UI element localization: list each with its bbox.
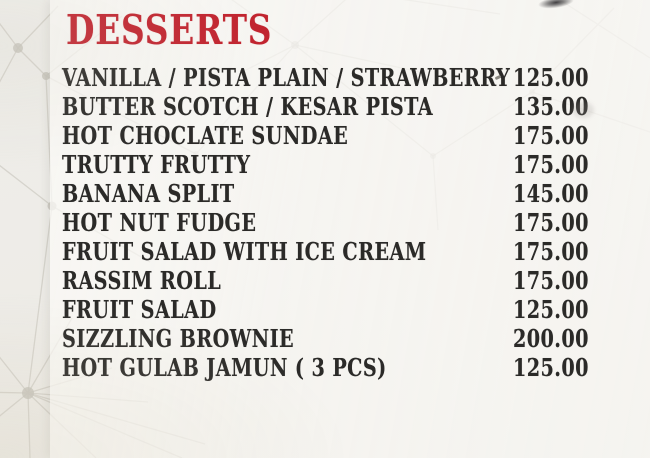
menu-item-price: 145.00 [513,179,589,208]
menu-item-row: FRUIT SALAD 125.00 [50,295,650,324]
menu-item-name: HOT GULAB JAMUN ( 3 PCS) [62,353,387,382]
menu-item-row: HOT CHOCLATE SUNDAE 175.00 [50,121,650,150]
menu-item-name: FRUIT SALAD [62,295,217,324]
menu-item-name: BUTTER SCOTCH / KESAR PISTA [62,92,434,121]
menu-item-name: RASSIM ROLL [62,266,222,295]
menu-item-price: 175.00 [513,208,589,237]
menu-item-row: FRUIT SALAD WITH ICE CREAM 175.00 [50,237,650,266]
menu-item-price: 125.00 [513,353,589,382]
menu-card: DESSERTS VANILLA / PISTA PLAIN / STRAWBE… [50,0,650,458]
menu-item-row: HOT GULAB JAMUN ( 3 PCS) 125.00 [50,353,650,382]
menu-item-price: 125.00 [513,295,589,324]
menu-item-row: SIZZLING BROWNIE 200.00 [50,324,650,353]
menu-item-price: 175.00 [513,237,589,266]
photo-blur-spot [572,102,594,118]
menu-item-name: HOT CHOCLATE SUNDAE [62,121,349,150]
menu-item-price: 135.00 [513,92,589,121]
menu-section-title: DESSERTS [66,6,273,54]
menu-item-price: 175.00 [513,150,589,179]
menu-item-name: SIZZLING BROWNIE [62,324,295,353]
menu-item-name: BANANA SPLIT [62,179,235,208]
menu-item-price: 125.00 [513,63,589,92]
menu-item-price: 175.00 [513,266,589,295]
menu-item-row: HOT NUT FUDGE 175.00 [50,208,650,237]
menu-item-row: BANANA SPLIT 145.00 [50,179,650,208]
menu-item-price: 200.00 [513,324,589,353]
menu-item-name: FRUIT SALAD WITH ICE CREAM [62,237,427,266]
menu-item-name: HOT NUT FUDGE [62,208,257,237]
menu-item-name: VANILLA / PISTA PLAIN / STRAWBERRY [62,63,511,92]
menu-item-name: TRUTTY FRUTTY [62,150,251,179]
menu-item-row: BUTTER SCOTCH / KESAR PISTA 135.00 [50,92,650,121]
menu-item-row: VANILLA / PISTA PLAIN / STRAWBERRY 125.0… [50,63,650,92]
menu-item-list: VANILLA / PISTA PLAIN / STRAWBERRY 125.0… [50,63,650,382]
menu-item-row: TRUTTY FRUTTY 175.00 [50,150,650,179]
menu-item-price: 175.00 [513,121,589,150]
menu-item-row: RASSIM ROLL 175.00 [50,266,650,295]
